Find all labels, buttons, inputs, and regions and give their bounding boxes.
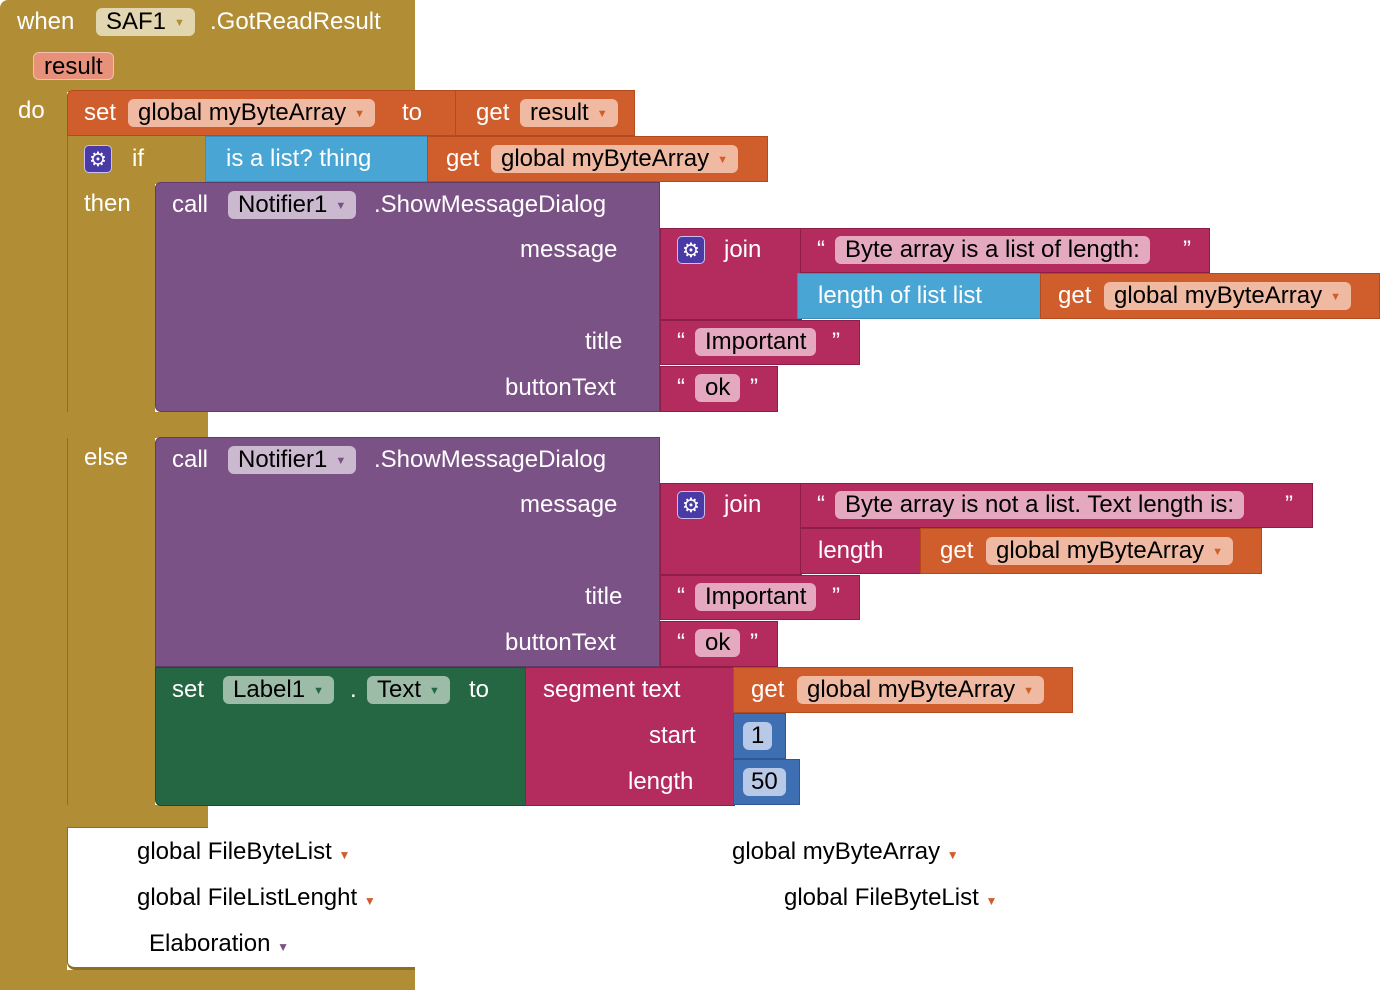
buttontext-label: buttonText: [505, 629, 616, 656]
property-dropdown[interactable]: Text ▼: [367, 676, 450, 704]
param-result[interactable]: result: [33, 52, 114, 80]
else-label: else: [84, 444, 129, 471]
set-label-text-block[interactable]: [155, 667, 527, 806]
get-label: get: [1058, 282, 1092, 309]
text-value[interactable]: Important: [695, 328, 817, 356]
message-label: message: [520, 491, 618, 518]
title-label: title: [585, 583, 623, 610]
get-label: get: [476, 99, 510, 126]
get-label: get: [446, 145, 480, 172]
method-name: .ShowMessageDialog: [374, 446, 607, 473]
text-value[interactable]: Byte array is not a list. Text length is…: [835, 491, 1245, 519]
gear-icon[interactable]: ⚙: [677, 236, 705, 264]
quote-close: ”: [1285, 491, 1293, 518]
text-length-block[interactable]: [800, 528, 925, 574]
segment-block[interactable]: [525, 667, 735, 806]
text-value[interactable]: ok: [695, 374, 741, 402]
length-label: length: [818, 537, 884, 564]
quote-close: ”: [1183, 236, 1191, 263]
text-value[interactable]: ok: [695, 629, 741, 657]
segment-label: segment text: [543, 676, 681, 703]
is-list-block[interactable]: [205, 136, 429, 182]
text-value[interactable]: Byte array is a list of length:: [835, 236, 1150, 264]
get-var-dropdown[interactable]: global myByteArray ▼: [986, 537, 1233, 565]
component-dropdown[interactable]: Notifier1 ▼: [228, 446, 357, 474]
then-label: then: [84, 190, 131, 217]
bg-label: global FileListLenght ▼: [137, 884, 376, 911]
quote-close: ”: [750, 374, 758, 401]
to-label: to: [469, 676, 490, 703]
number-value[interactable]: 50: [743, 768, 786, 796]
set-label: set: [172, 676, 205, 703]
quote-close: ”: [832, 328, 840, 355]
quote-open: “: [817, 491, 825, 518]
component-dropdown[interactable]: Label1 ▼: [223, 676, 334, 704]
bg-label: global myByteArray ▼: [732, 838, 959, 865]
notifier-call-block[interactable]: [155, 437, 660, 667]
start-label: start: [649, 722, 696, 749]
gear-icon[interactable]: ⚙: [84, 145, 112, 173]
do-label: do: [18, 97, 45, 124]
to-label: to: [402, 99, 423, 126]
quote-open: “: [677, 374, 685, 401]
quote-open: “: [677, 629, 685, 656]
quote-open: “: [677, 583, 685, 610]
bg-label: global FileByteList ▼: [784, 884, 998, 911]
message-label: message: [520, 236, 618, 263]
get-var-dropdown[interactable]: global myByteArray ▼: [491, 145, 738, 173]
get-var-dropdown[interactable]: global myByteArray ▼: [1104, 282, 1351, 310]
get-label: get: [940, 537, 974, 564]
quote-open: “: [817, 236, 825, 263]
dot-label: .: [350, 676, 357, 703]
bg-label: global FileByteList ▼: [137, 838, 351, 865]
get-label: get: [751, 676, 785, 703]
is-list-label: is a list? thing: [226, 145, 372, 172]
title-label: title: [585, 328, 623, 355]
component-dropdown[interactable]: SAF1 ▼: [96, 8, 195, 36]
length-of-list-label: length of list list: [818, 282, 983, 309]
call-label: call: [172, 446, 209, 473]
quote-close: ”: [832, 583, 840, 610]
when-label: when: [17, 8, 75, 35]
length-of-list-block[interactable]: [797, 273, 1042, 319]
get-var-dropdown[interactable]: result ▼: [520, 99, 618, 127]
bg-label: Elaboration ▼: [149, 930, 289, 957]
if-label: if: [132, 145, 144, 172]
text-value[interactable]: Important: [695, 583, 817, 611]
join-label: join: [724, 491, 762, 518]
quote-close: ”: [750, 629, 758, 656]
method-name: .ShowMessageDialog: [374, 191, 607, 218]
component-dropdown[interactable]: Notifier1 ▼: [228, 191, 357, 219]
get-var-dropdown[interactable]: global myByteArray ▼: [797, 676, 1044, 704]
set-label: set: [84, 99, 117, 126]
buttontext-label: buttonText: [505, 374, 616, 401]
variable-dropdown[interactable]: global myByteArray ▼: [128, 99, 375, 127]
notifier-call-block[interactable]: [155, 182, 660, 412]
quote-open: “: [677, 328, 685, 355]
event-name: .GotReadResult: [210, 8, 381, 35]
gear-icon[interactable]: ⚙: [677, 491, 705, 519]
number-value[interactable]: 1: [743, 722, 773, 750]
call-label: call: [172, 191, 209, 218]
join-label: join: [724, 236, 762, 263]
length-label: length: [628, 768, 694, 795]
